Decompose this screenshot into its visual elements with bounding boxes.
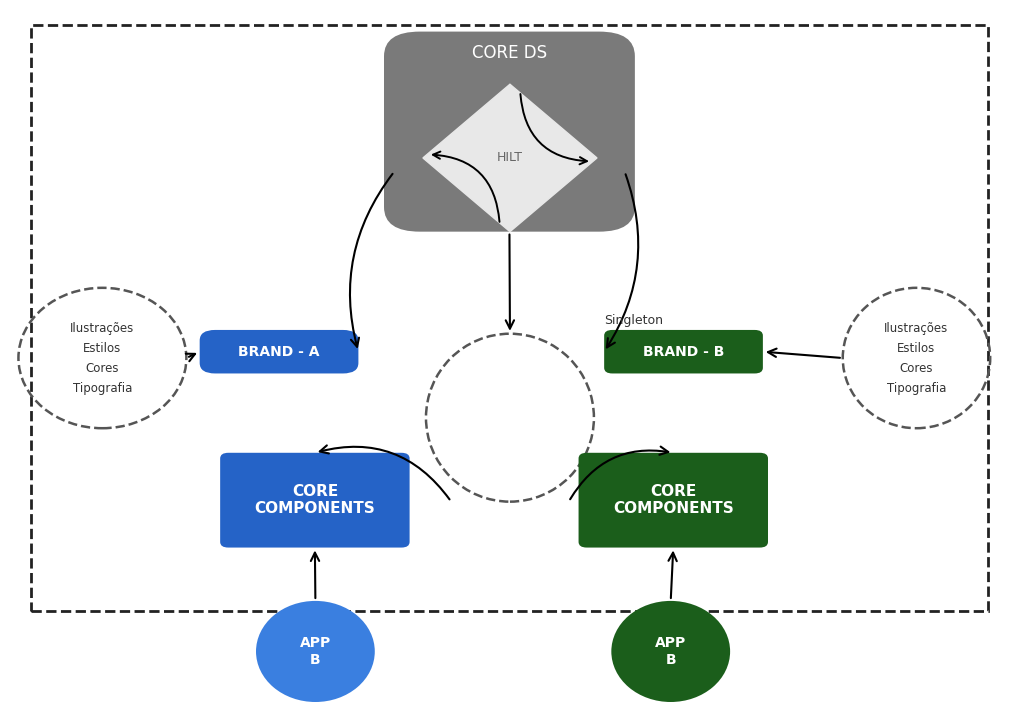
FancyBboxPatch shape xyxy=(200,330,358,373)
Ellipse shape xyxy=(611,601,730,702)
Ellipse shape xyxy=(256,601,375,702)
Text: CORE DS: CORE DS xyxy=(472,44,547,62)
Polygon shape xyxy=(423,84,597,232)
Text: BRAND - A: BRAND - A xyxy=(239,345,319,359)
Text: BRAND - B: BRAND - B xyxy=(643,345,724,359)
Text: HILT: HILT xyxy=(497,152,523,164)
Text: Singleton: Singleton xyxy=(604,314,664,326)
Text: CORE
COMPONENTS: CORE COMPONENTS xyxy=(613,484,733,517)
FancyBboxPatch shape xyxy=(220,453,410,548)
Text: Ilustrações
Estilos
Cores
Tipografia: Ilustrações Estilos Cores Tipografia xyxy=(885,322,948,395)
Text: APP
B: APP B xyxy=(300,636,331,667)
Text: CORE
COMPONENTS: CORE COMPONENTS xyxy=(255,484,375,517)
FancyBboxPatch shape xyxy=(604,330,763,373)
Text: APP
B: APP B xyxy=(655,636,686,667)
Text: Ilustrações
Estilos
Cores
Tipografia: Ilustrações Estilos Cores Tipografia xyxy=(71,322,134,395)
FancyBboxPatch shape xyxy=(384,32,635,232)
FancyBboxPatch shape xyxy=(579,453,768,548)
